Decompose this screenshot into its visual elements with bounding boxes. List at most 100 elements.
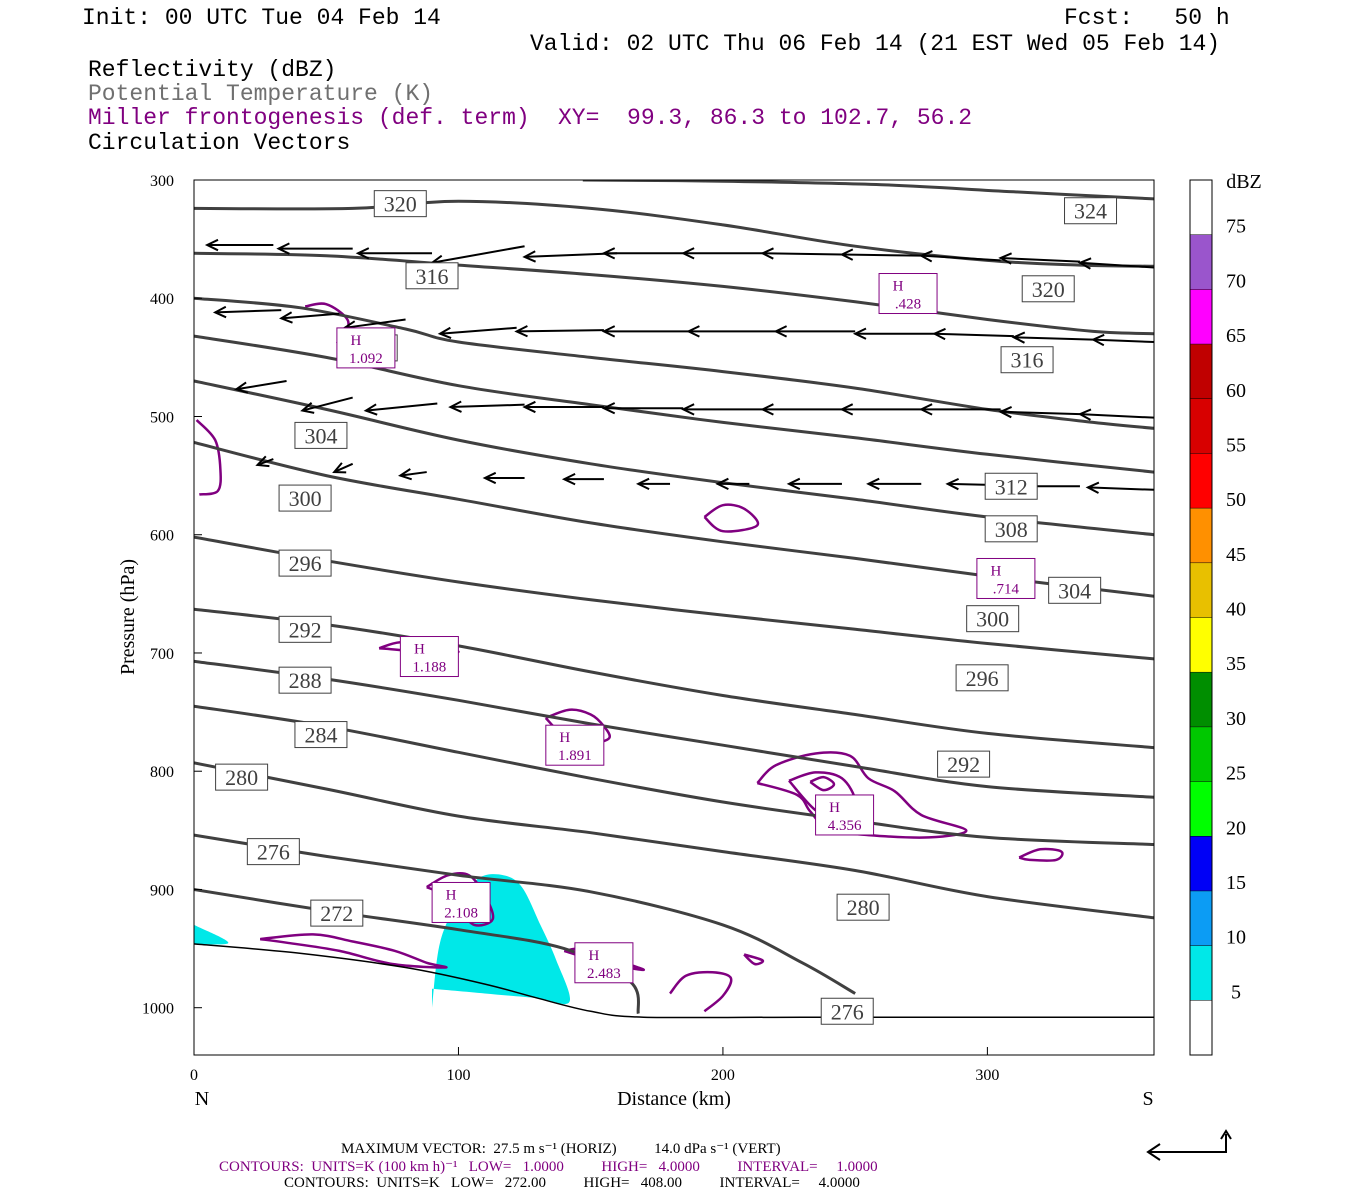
circulation-vector-26 — [363, 402, 438, 416]
theta-contour-280 — [194, 761, 1154, 920]
circulation-vector-35 — [1077, 408, 1154, 421]
fronto-high-value-2: .714 — [993, 581, 1020, 597]
theta-label-292: 292 — [289, 617, 322, 642]
theta-label-box-3 — [1021, 275, 1075, 303]
colorbar-swatch-5 — [1190, 726, 1212, 782]
y-axis-title: Pressure (hPa) — [117, 559, 139, 675]
theta-label-box-17 — [937, 750, 991, 778]
x-tick-label-300: 300 — [975, 1067, 999, 1084]
circulation-vector-19 — [773, 325, 856, 338]
theta-label-box-10 — [278, 549, 332, 577]
theta-label-292: 292 — [947, 752, 980, 777]
y-tick-label-300: 300 — [150, 173, 174, 190]
fronto-high-value-0: 1.092 — [349, 351, 383, 367]
fronto-high-box-4 — [545, 724, 605, 766]
theta-label-308: 308 — [995, 517, 1028, 542]
theta-contour-296 — [194, 535, 1154, 661]
theta-contour-info: CONTOURS: UNITS=K LOW= 272.00 HIGH= 408.… — [284, 1175, 860, 1191]
field-reflectivity: Reflectivity (dBZ) — [88, 57, 337, 83]
circulation-vector-21 — [932, 327, 1014, 341]
circulation-vector-31 — [760, 403, 842, 416]
colorbar-label-50: 50 — [1226, 489, 1246, 511]
circulation-vector-2 — [355, 247, 433, 260]
theta-label-box-15 — [955, 664, 1009, 692]
x-left-label: N — [195, 1088, 209, 1110]
colorbar-swatch-15 — [1190, 180, 1212, 235]
colorbar-label-5: 5 — [1231, 981, 1241, 1003]
theta-label-304: 304 — [304, 423, 337, 448]
theta-label-320: 320 — [384, 192, 417, 217]
circulation-vector-11 — [1077, 257, 1154, 270]
circulation-vector-23 — [1090, 333, 1154, 347]
circulation-vector-5 — [601, 247, 684, 260]
fronto-contour-info: CONTOURS: UNITS=K (100 km h)⁻¹ LOW= 1.00… — [219, 1159, 878, 1175]
theta-label-276: 276 — [257, 840, 290, 865]
theta-label-box-20 — [836, 893, 890, 921]
y-tick-label-400: 400 — [150, 291, 174, 308]
init-time: Init: 00 UTC Tue 04 Feb 14 — [82, 5, 441, 31]
fronto-contour-5 — [756, 751, 968, 839]
circulation-vector-44 — [866, 477, 922, 491]
y-tick-label-900: 900 — [150, 882, 174, 899]
colorbar-swatch-3 — [1190, 836, 1212, 891]
valid-time: Valid: 02 UTC Thu 06 Feb 14 (21 EST Wed … — [530, 31, 1221, 57]
x-tick-label-0: 0 — [190, 1067, 198, 1084]
fronto-high-marker: H — [588, 948, 599, 964]
x-tick-label-100: 100 — [446, 1067, 470, 1084]
field-potential-temperature: Potential Temperature (K) — [88, 81, 434, 107]
fronto-high-marker: H — [414, 642, 425, 658]
circulation-vector-9 — [919, 250, 1001, 263]
fronto-contour-9 — [743, 953, 765, 966]
circulation-vector-24 — [234, 380, 287, 394]
circulation-vector-30 — [680, 403, 763, 416]
y-tick-label-500: 500 — [150, 409, 174, 426]
theta-label-320: 320 — [1032, 277, 1065, 302]
theta-label-box-21 — [310, 899, 364, 927]
circulation-vector-33 — [918, 403, 1001, 416]
fronto-contour-1 — [195, 419, 222, 496]
theta-label-288: 288 — [289, 668, 322, 693]
x-tick-label-200: 200 — [711, 1067, 735, 1084]
plot-frame — [193, 179, 1155, 1056]
theta-label-280: 280 — [225, 765, 258, 790]
theta-label-box-7 — [278, 484, 332, 512]
colorbar-swatch-1 — [1190, 945, 1212, 1001]
circulation-vector-37 — [332, 462, 354, 474]
colorbar-swatch-11 — [1190, 398, 1212, 454]
theta-label-box-12 — [966, 605, 1020, 633]
theta-label-box-0 — [373, 190, 427, 218]
fronto-high-marker: H — [350, 333, 361, 349]
theta-label-300: 300 — [289, 486, 322, 511]
colorbar-label-30: 30 — [1226, 708, 1246, 730]
theta-label-272: 272 — [320, 901, 353, 926]
fronto-contour-12 — [259, 933, 448, 969]
circulation-vector-29 — [601, 402, 684, 415]
circulation-vector-16 — [514, 325, 604, 338]
circulation-vector-7 — [760, 247, 842, 260]
fronto-high-box-2 — [976, 557, 1036, 599]
circulation-vector-6 — [680, 247, 763, 260]
theta-label-box-18 — [215, 763, 269, 791]
theta-contour-292 — [194, 607, 1154, 750]
theta-contour-288 — [194, 659, 1154, 799]
colorbar-label-65: 65 — [1226, 325, 1246, 347]
theta-label-316: 316 — [416, 264, 449, 289]
theta-contour-304 — [194, 379, 1154, 537]
theta-contour-316 — [194, 251, 1154, 336]
circulation-vector-28 — [522, 400, 604, 414]
theta-label-324: 324 — [1074, 199, 1107, 224]
circulation-vector-22 — [1011, 331, 1094, 344]
circulation-vector-41 — [635, 477, 671, 491]
fronto-high-box-1 — [878, 273, 938, 315]
colorbar-label-60: 60 — [1226, 380, 1246, 402]
fronto-high-marker: H — [446, 887, 457, 903]
colorbar-swatch-0 — [1190, 1000, 1212, 1055]
fronto-high-box-0 — [336, 327, 396, 369]
field-frontogenesis: Miller frontogenesis (def. term) — [88, 105, 530, 131]
theta-label-284: 284 — [304, 723, 337, 748]
theta-label-296: 296 — [289, 551, 322, 576]
fronto-contour-7 — [809, 775, 836, 792]
fronto-high-box-3 — [399, 636, 459, 678]
theta-label-box-8 — [984, 472, 1038, 500]
colorbar-swatch-8 — [1190, 562, 1212, 618]
